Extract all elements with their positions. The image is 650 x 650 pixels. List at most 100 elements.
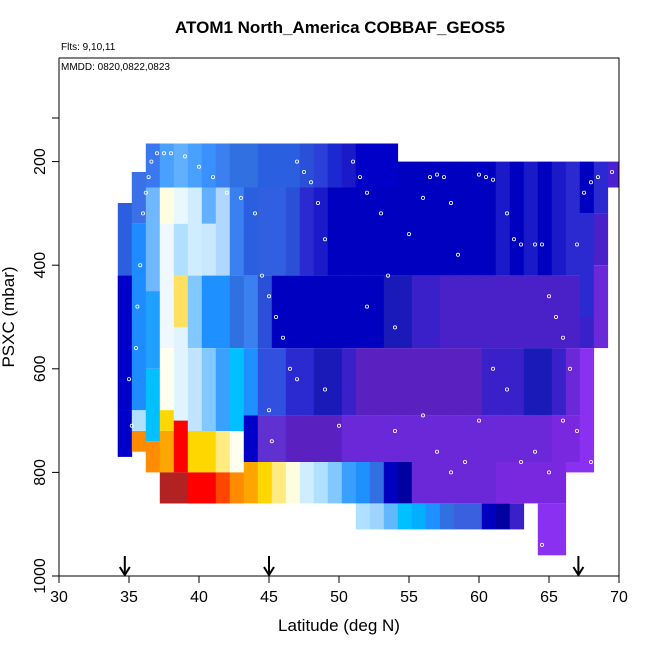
flight-track-point xyxy=(252,211,257,216)
heatmap-cell xyxy=(439,462,455,504)
heatmap-cell xyxy=(173,143,189,188)
heatmap-cell xyxy=(257,187,273,276)
flight-track-point xyxy=(504,211,509,216)
heatmap-cell xyxy=(117,275,133,411)
heatmap-cell xyxy=(243,143,259,188)
heatmap-cell xyxy=(257,462,273,504)
heatmap-cell xyxy=(117,410,133,457)
heatmap-cell xyxy=(201,223,217,276)
heatmap-cell xyxy=(173,420,189,473)
flight-track-point xyxy=(266,294,271,299)
heatmap-cell xyxy=(481,161,497,276)
heatmap-cell xyxy=(369,462,385,504)
heatmap-cell xyxy=(355,503,371,530)
flight-track-point xyxy=(504,387,509,392)
flight-track-point xyxy=(589,459,594,464)
flight-track-point xyxy=(154,151,159,156)
heatmap-cell xyxy=(481,348,497,416)
heatmap-cell xyxy=(299,462,315,504)
heatmap-cell xyxy=(215,472,231,504)
heatmap-cell xyxy=(243,275,259,349)
heatmap-cell xyxy=(453,275,469,349)
heatmap-cell xyxy=(229,275,245,349)
heatmap-cell xyxy=(593,265,609,349)
heatmap-cell xyxy=(229,472,245,504)
flight-track-point xyxy=(540,542,545,547)
heatmap-cell xyxy=(327,462,343,504)
heatmap-cell xyxy=(565,275,581,349)
heatmap-cell xyxy=(579,213,595,317)
flight-track-point xyxy=(308,180,313,185)
flight-track-point xyxy=(420,413,425,418)
heatmap-cell xyxy=(145,143,161,188)
flight-track-point xyxy=(392,428,397,433)
flight-track-point xyxy=(140,211,145,216)
heatmap-cell xyxy=(383,275,399,349)
heatmap-cell xyxy=(243,462,259,504)
flight-track-point xyxy=(568,366,573,371)
heatmap-cell xyxy=(495,503,511,530)
heatmap-cell xyxy=(313,462,329,504)
heatmap-cell xyxy=(341,143,357,188)
flight-track-point xyxy=(182,154,187,159)
flight-track-point xyxy=(455,252,460,257)
y-tick-label: 600 xyxy=(32,355,49,382)
heatmap-cell xyxy=(131,172,147,224)
flight-track-point xyxy=(490,366,495,371)
heatmap-cell xyxy=(187,275,203,349)
heatmap-cell xyxy=(201,187,217,224)
heatmap-cell xyxy=(565,462,581,473)
heatmap-cell xyxy=(299,348,315,416)
heatmap-cell xyxy=(355,348,371,416)
x-tick-label: 45 xyxy=(260,589,278,606)
heatmap-cell xyxy=(215,348,231,431)
heatmap-cell xyxy=(271,415,287,462)
heatmap-cell xyxy=(579,317,595,349)
heatmap-cell xyxy=(383,503,399,530)
flight-track-point xyxy=(266,408,271,413)
flight-track-point xyxy=(224,190,229,195)
heatmap-cell xyxy=(495,275,511,349)
flight-track-point xyxy=(448,200,453,205)
heatmap-cell xyxy=(397,275,413,349)
heatmap-cell xyxy=(481,503,497,530)
x-tick-label: 30 xyxy=(50,589,68,606)
heatmap-cell xyxy=(537,462,553,504)
heatmap-cell xyxy=(565,415,581,462)
flight-track-point xyxy=(273,314,278,319)
heatmap-cell xyxy=(509,348,525,416)
heatmap-cell xyxy=(509,275,525,349)
heatmap-cell xyxy=(467,415,483,462)
heatmap-cell xyxy=(425,415,441,462)
heatmap-cell xyxy=(313,187,329,276)
heatmap-cell xyxy=(145,368,161,442)
flight-track-point xyxy=(127,377,132,382)
flight-track-point xyxy=(561,335,566,340)
heatmap-cell xyxy=(313,143,329,188)
heatmap-cell xyxy=(439,161,455,276)
heatmap-cell xyxy=(481,275,497,349)
flight-track-point xyxy=(287,366,292,371)
heatmap-cell xyxy=(159,223,175,349)
heatmap-cell xyxy=(537,348,553,416)
flight-track-point xyxy=(420,195,425,200)
flight-track-point xyxy=(589,180,594,185)
heatmap-cell xyxy=(425,275,441,349)
heatmap-cell xyxy=(355,415,371,462)
flight-track-point xyxy=(490,177,495,182)
flight-track-point xyxy=(322,387,327,392)
flight-track-point xyxy=(533,449,538,454)
flight-track-point xyxy=(196,164,201,169)
heatmap-cell xyxy=(285,462,301,504)
flight-track-point xyxy=(392,325,397,330)
flight-track-point xyxy=(512,237,517,242)
heatmap-cell xyxy=(495,161,511,276)
heatmap-cell xyxy=(537,415,553,462)
heatmap-cell xyxy=(229,187,245,276)
heatmap-cell xyxy=(271,187,287,276)
heatmap-cell xyxy=(369,415,385,462)
flight-track-point xyxy=(406,232,411,237)
heatmap-cell xyxy=(271,462,287,504)
flight-track-point xyxy=(434,172,439,177)
